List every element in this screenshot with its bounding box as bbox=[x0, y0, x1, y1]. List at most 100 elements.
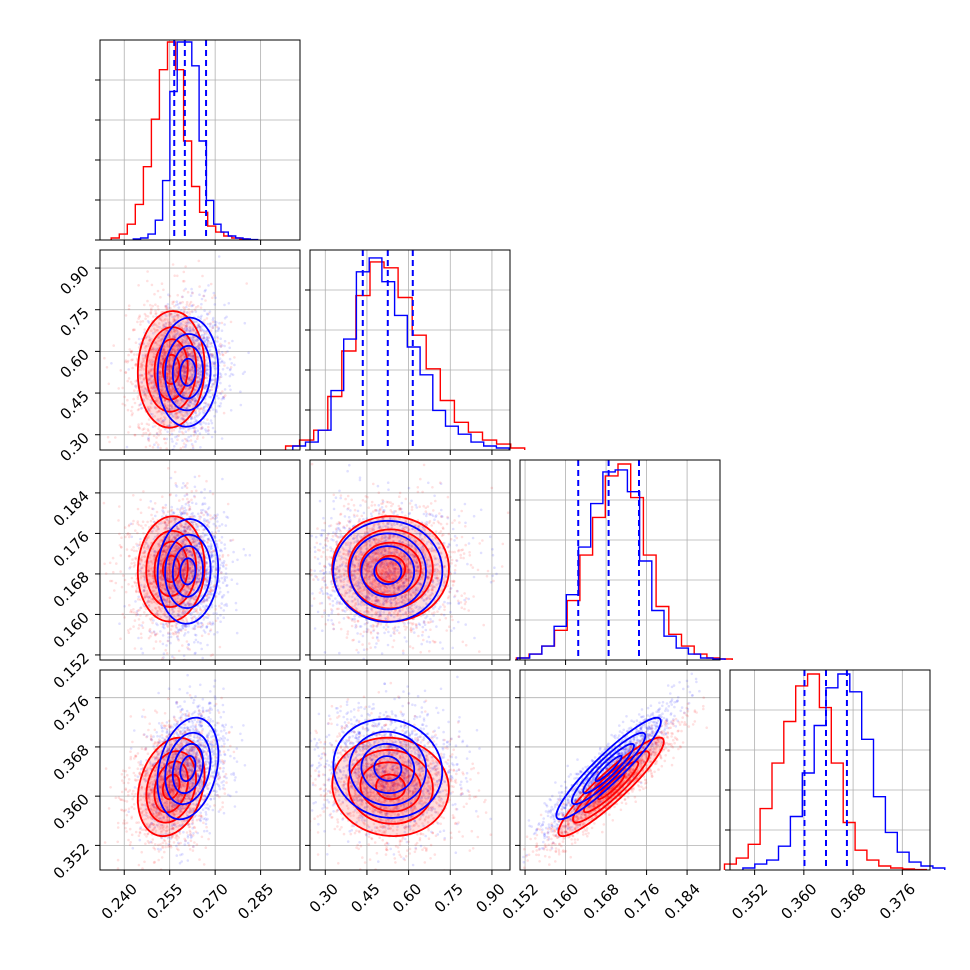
scatter-point bbox=[151, 621, 154, 625]
scatter-point bbox=[154, 349, 158, 353]
scatter-point bbox=[121, 386, 124, 390]
scatter-point bbox=[187, 354, 190, 357]
scatter-point bbox=[138, 342, 141, 346]
scatter-point bbox=[140, 373, 144, 377]
scatter-point bbox=[209, 539, 212, 543]
scatter-point bbox=[198, 373, 201, 377]
scatter-point bbox=[166, 404, 169, 407]
scatter-point bbox=[187, 378, 191, 381]
scatter-point bbox=[190, 354, 193, 358]
scatter-point bbox=[104, 572, 108, 575]
scatter-point bbox=[162, 420, 166, 424]
scatter-point bbox=[166, 335, 170, 339]
scatter-point bbox=[193, 430, 197, 433]
scatter-point bbox=[168, 358, 171, 362]
scatter-point bbox=[142, 432, 145, 435]
scatter-point bbox=[139, 368, 143, 372]
scatter-point bbox=[148, 453, 151, 456]
scatter-point bbox=[217, 592, 221, 596]
scatter-point bbox=[181, 612, 184, 615]
scatter-point bbox=[141, 434, 144, 438]
scatter-point bbox=[150, 374, 153, 378]
scatter-point bbox=[196, 435, 200, 438]
scatter-point bbox=[165, 350, 168, 353]
scatter-point bbox=[136, 395, 140, 398]
scatter-point bbox=[184, 362, 187, 366]
scatter-point bbox=[197, 413, 201, 417]
scatter-point bbox=[141, 621, 145, 624]
histogram-series-1 bbox=[516, 469, 726, 661]
scatter-point bbox=[173, 372, 176, 375]
scatter-point bbox=[212, 375, 216, 378]
scatter-point bbox=[205, 363, 208, 366]
scatter-point bbox=[199, 427, 203, 430]
scatter-point bbox=[171, 334, 175, 337]
scatter-point bbox=[205, 376, 208, 380]
scatter-point bbox=[178, 380, 181, 383]
scatter-point bbox=[169, 635, 173, 639]
scatter-point bbox=[165, 371, 169, 375]
scatter-point bbox=[189, 400, 192, 404]
scatter-point bbox=[184, 326, 187, 330]
scatter-point bbox=[193, 625, 196, 628]
scatter-point bbox=[126, 361, 129, 364]
scatter-point bbox=[176, 547, 179, 551]
scatter-point bbox=[146, 428, 150, 431]
scatter-point bbox=[218, 524, 221, 528]
scatter-point bbox=[140, 389, 143, 392]
scatter-point bbox=[158, 317, 161, 321]
scatter-point bbox=[147, 636, 151, 640]
scatter-point bbox=[142, 378, 145, 382]
scatter-point bbox=[180, 486, 184, 490]
scatter-point bbox=[182, 353, 185, 357]
scatter-point bbox=[169, 412, 172, 415]
scatter-panel-1-0 bbox=[95, 249, 301, 457]
scatter-point bbox=[199, 612, 202, 615]
scatter-point bbox=[138, 314, 141, 318]
scatter-point bbox=[199, 641, 202, 645]
scatter-point bbox=[213, 362, 216, 365]
scatter-point bbox=[173, 330, 177, 334]
scatter-point bbox=[219, 606, 223, 610]
scatter-point bbox=[195, 580, 199, 583]
scatter-point bbox=[160, 389, 163, 393]
scatter-point bbox=[207, 339, 210, 343]
scatter-point bbox=[194, 411, 197, 415]
scatter-point bbox=[217, 351, 221, 355]
scatter-point bbox=[165, 424, 169, 428]
scatter-point bbox=[212, 362, 216, 366]
scatter-point bbox=[166, 562, 170, 566]
scatter-point bbox=[209, 542, 213, 546]
scatter-point bbox=[222, 411, 226, 415]
scatter-point bbox=[173, 416, 177, 419]
scatter-point bbox=[162, 393, 166, 397]
scatter-point bbox=[197, 409, 201, 413]
scatter-point bbox=[211, 554, 214, 558]
scatter-point bbox=[194, 399, 197, 403]
scatter-point bbox=[148, 405, 152, 409]
scatter-point bbox=[187, 386, 191, 390]
scatter-point bbox=[154, 454, 157, 457]
scatter-point bbox=[155, 312, 158, 315]
scatter-point bbox=[147, 433, 151, 437]
scatter-point bbox=[189, 571, 192, 574]
scatter-point bbox=[146, 299, 149, 303]
scatter-point bbox=[167, 385, 171, 388]
scatter-point bbox=[189, 385, 193, 389]
scatter-point bbox=[156, 343, 159, 346]
scatter-point bbox=[195, 388, 198, 392]
scatter-point bbox=[214, 514, 218, 518]
scatter-point bbox=[185, 324, 188, 327]
scatter-point bbox=[150, 374, 154, 378]
scatter-point bbox=[204, 510, 207, 513]
scatter-point bbox=[124, 371, 127, 374]
scatter-point bbox=[169, 404, 173, 407]
scatter-point bbox=[156, 417, 160, 421]
scatter-point bbox=[159, 361, 162, 365]
scatter-point bbox=[189, 434, 193, 438]
scatter-point bbox=[167, 365, 171, 369]
scatter-point bbox=[165, 644, 168, 647]
scatter-point bbox=[208, 312, 211, 315]
scatter-point bbox=[217, 529, 220, 533]
scatter-point bbox=[157, 410, 160, 413]
